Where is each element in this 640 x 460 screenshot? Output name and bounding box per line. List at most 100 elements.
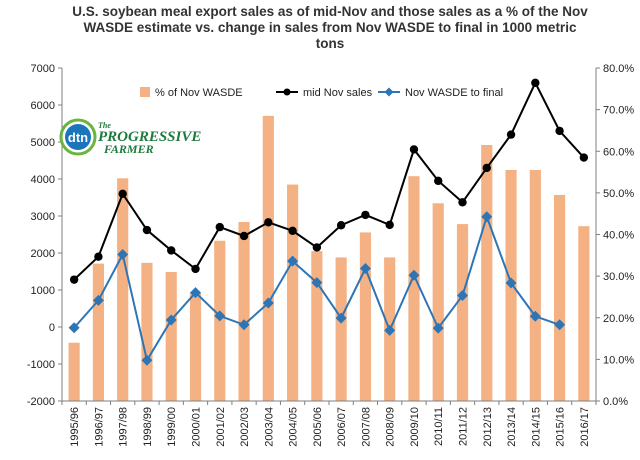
marker-mid-nov-sales — [555, 126, 564, 136]
bar-2016/17 — [578, 226, 590, 401]
marker-mid-nov-sales — [531, 78, 540, 88]
y-left-tick-label: 5000 — [31, 137, 55, 149]
marker-nov-wasde-to-final — [287, 255, 299, 267]
bar-1997/98 — [117, 178, 129, 401]
marker-mid-nov-sales — [69, 275, 79, 284]
bar-2005/06 — [311, 251, 323, 401]
x-tick-label: 2004/05 — [288, 407, 300, 447]
bar-2014/15 — [529, 169, 541, 401]
line-mid-nov-sales — [73, 80, 585, 281]
x-tick-label: 2015/16 — [555, 407, 567, 447]
marker-nov-wasde-to-final — [554, 319, 566, 331]
marker-nov-wasde-to-final — [141, 354, 153, 366]
bar-2010/11 — [432, 203, 444, 401]
marker-nov-wasde-to-final — [311, 277, 323, 289]
y-left-tick-label: -2000 — [27, 396, 55, 408]
y-right-tick-label: 40.0% — [603, 230, 634, 242]
x-tick-label: 1998/99 — [142, 407, 154, 447]
y-left-tick-label: 2000 — [31, 248, 55, 260]
marker-nov-wasde-to-final — [529, 310, 541, 322]
x-tick-label: 2007/08 — [360, 407, 372, 447]
y-left-tick-label: 6000 — [31, 100, 55, 112]
x-tick-label: 2016/17 — [579, 407, 591, 447]
bar-2003/04 — [262, 115, 274, 402]
marker-nov-wasde-to-final — [457, 290, 468, 302]
marker-nov-wasde-to-final — [359, 263, 371, 275]
bar-2000/01 — [189, 292, 202, 401]
marker-mid-nov-sales — [385, 220, 394, 230]
marker-nov-wasde-to-final — [117, 248, 129, 260]
y-right-tick-label: 10.0% — [603, 354, 634, 366]
marker-nov-wasde-to-final — [505, 277, 517, 289]
marker-mid-nov-sales — [458, 198, 467, 207]
y-right-tick-label: 80.0% — [603, 63, 634, 75]
chart-title-line-3: tons — [315, 36, 345, 51]
legend: % of Nov WASDE mid Nov sales Nov WASDE to … — [140, 87, 503, 99]
marker-nov-wasde-to-final — [92, 294, 104, 306]
logo-name-line1: PROGRESSIVE — [98, 129, 201, 145]
chart-title-line-2: WASDE estimate vs. change in sales from … — [83, 20, 577, 35]
bar-2007/08 — [359, 232, 371, 401]
bar-1999/00 — [165, 271, 177, 401]
logo-name-line2: FARMER — [103, 142, 154, 156]
chart-title: U.S. soybean meal export sales as of mid… — [70, 4, 590, 52]
x-tick-label: 2012/13 — [482, 407, 494, 447]
x-tick-label: 2003/04 — [263, 407, 275, 447]
bar-2011/12 — [456, 224, 469, 401]
legend-label-mid-nov: mid Nov sales — [303, 87, 373, 99]
bar-1996/97 — [92, 263, 104, 401]
legend-marker-wasde — [384, 87, 394, 97]
x-tick-label: 2008/09 — [385, 407, 397, 447]
x-tick-label: 2010/11 — [433, 407, 445, 446]
marker-mid-nov-sales — [215, 222, 224, 232]
x-tick-label: 2011/12 — [458, 407, 470, 446]
x-tick-label: 1995/96 — [69, 407, 81, 447]
y-left-tick-label: 3000 — [31, 211, 55, 223]
marker-mid-nov-sales — [288, 226, 297, 235]
x-tick-label: 1997/98 — [118, 407, 130, 447]
marker-mid-nov-sales — [118, 189, 127, 198]
legend-label-bar: % of Nov WASDE — [155, 87, 243, 99]
marker-nov-wasde-to-final — [68, 322, 80, 334]
marker-nov-wasde-to-final — [238, 319, 250, 331]
x-tick-label: 2002/03 — [239, 407, 251, 447]
marker-mid-nov-sales — [264, 218, 273, 227]
x-tick-label: 2013/14 — [506, 407, 518, 447]
bar-2015/16 — [554, 194, 566, 401]
logo-badge-fill — [65, 124, 91, 150]
marker-nov-wasde-to-final — [432, 322, 444, 334]
chart-title-line-1: U.S. soybean meal export sales as of mid… — [72, 4, 588, 19]
x-tick-label: 2006/07 — [336, 407, 348, 447]
marker-nov-wasde-to-final — [262, 297, 274, 309]
marker-nov-wasde-to-final — [408, 269, 420, 281]
marker-nov-wasde-to-final — [481, 211, 493, 223]
marker-nov-wasde-to-final — [214, 310, 226, 322]
legend-marker-mid-nov — [283, 88, 291, 96]
y-right-tick-label: 70.0% — [603, 105, 634, 117]
x-tick-label: 2014/15 — [530, 407, 542, 447]
marker-mid-nov-sales — [94, 252, 103, 261]
marker-nov-wasde-to-final — [165, 314, 177, 326]
y-right-tick-label: 0.0% — [603, 396, 628, 408]
x-tick-label: 1999/00 — [166, 407, 178, 447]
bar-2006/07 — [335, 257, 347, 401]
marker-mid-nov-sales — [312, 243, 322, 252]
bar-2009/10 — [408, 176, 420, 401]
y-left-tick-label: 0 — [49, 322, 55, 334]
legend-swatch-bar — [140, 87, 150, 97]
marker-mid-nov-sales — [361, 210, 370, 220]
marker-mid-nov-sales — [506, 130, 516, 139]
x-tick-label: 2001/02 — [215, 407, 227, 447]
y-left-tick-label: 7000 — [31, 63, 55, 75]
bar-1995/96 — [68, 342, 80, 401]
marker-mid-nov-sales — [239, 231, 249, 241]
x-tick-label: 2000/01 — [191, 407, 203, 447]
marker-nov-wasde-to-final — [335, 312, 347, 324]
marker-mid-nov-sales — [579, 153, 589, 162]
y-right-tick-label: 60.0% — [603, 146, 634, 158]
y-left-tick-label: 1000 — [31, 285, 55, 297]
bar-2012/13 — [481, 145, 493, 401]
x-tick-label: 2009/10 — [409, 407, 421, 447]
